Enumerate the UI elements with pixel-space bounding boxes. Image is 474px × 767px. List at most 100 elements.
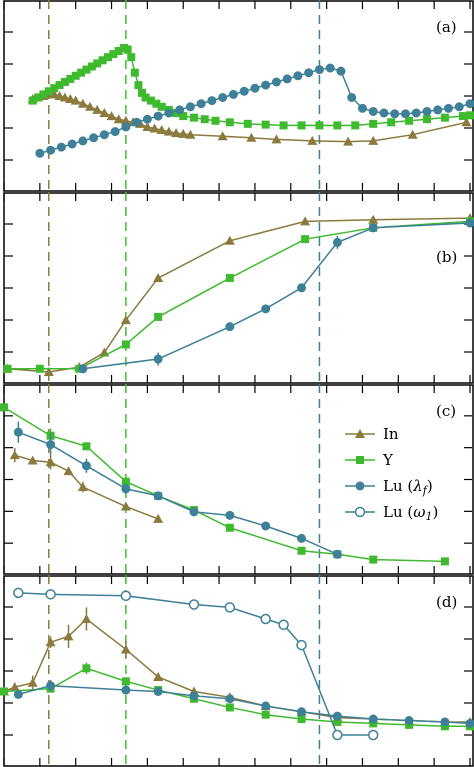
legend-item-lu-lambda: Lu (λf) [345,477,433,497]
series-line-lu [82,222,471,370]
data-point [78,136,88,146]
data-point [120,315,131,325]
data-point [343,136,354,146]
data-point [121,484,131,494]
data-point [153,513,164,523]
data-point [27,455,38,465]
data-point [113,114,124,124]
data-point [55,81,64,90]
data-point [154,312,163,321]
data-point [189,507,199,517]
data-point [261,80,271,90]
panel-label: (a) [436,18,457,36]
data-point [106,111,117,121]
data-point [278,619,289,631]
data-point [261,120,270,129]
legend-marker-triangle [355,429,365,438]
data-point [77,68,86,77]
legend-item-in: In [345,425,399,443]
data-point [246,132,257,142]
data-point [200,115,209,124]
data-point [179,112,188,121]
data-point [149,123,160,133]
data-point [85,101,96,111]
data-point [379,108,389,118]
data-point [99,108,110,117]
data-point [411,108,421,118]
data-point [153,687,163,696]
data-point [77,482,88,492]
data-point [304,68,314,78]
data-point [120,644,131,654]
data-point [121,122,131,132]
data-point [357,103,367,113]
data-point [369,119,378,128]
legend-marker-open-circle [354,506,366,518]
data-point [171,128,182,138]
data-point [390,109,400,119]
panel-label: (d) [436,593,457,611]
data-point [307,135,318,145]
series-line-lu [18,684,471,725]
data-point [77,98,88,108]
data-point [153,672,164,681]
series-line-y [7,220,471,370]
data-point [466,111,474,120]
data-point [138,88,147,97]
panel-a: (a) [3,0,474,192]
data-point [127,53,136,62]
data-point [152,99,161,108]
data-point [440,113,449,122]
data-point [103,53,112,62]
legend: In Y Lu (λf) Lu (ω1) [345,425,438,523]
data-point [120,115,131,125]
data-point [465,718,474,728]
data-point [225,703,234,712]
data-point [368,714,378,724]
data-point [3,364,12,373]
legend-label-lu-omega: Lu (ω1) [383,503,438,523]
data-point [368,135,379,145]
data-point [99,130,109,140]
data-point [120,501,131,511]
data-point [45,457,56,467]
data-point [367,729,379,741]
data-point [0,687,8,696]
legend-item-lu-omega: Lu (ω1) [345,503,438,523]
data-point [0,403,8,412]
data-point [282,74,292,84]
data-point [332,711,342,721]
data-point [9,682,20,692]
data-point [81,461,91,471]
data-point [224,235,235,245]
data-point [50,84,59,93]
data-point [347,93,357,102]
data-point [13,689,23,699]
data-point [454,102,464,112]
data-point [336,66,346,76]
data-point [225,523,234,532]
data-point [332,729,343,741]
data-point [34,93,43,102]
data-point [261,701,271,711]
data-point [93,59,102,68]
data-point [185,102,195,112]
data-point [132,117,142,127]
data-point [465,99,474,109]
data-point [440,557,449,566]
data-point [82,442,91,451]
data-point [333,717,342,726]
legend-marker-circle [355,481,365,491]
data-point [134,81,143,90]
data-point [153,491,163,501]
data-point [225,118,234,127]
data-point [351,121,360,130]
data-point [35,364,44,373]
legend-label-y: Y [382,451,394,469]
data-point [87,62,96,71]
data-point [332,237,342,247]
data-point [46,145,56,155]
data-point [175,105,185,115]
legend-item-y: Y [345,451,394,469]
